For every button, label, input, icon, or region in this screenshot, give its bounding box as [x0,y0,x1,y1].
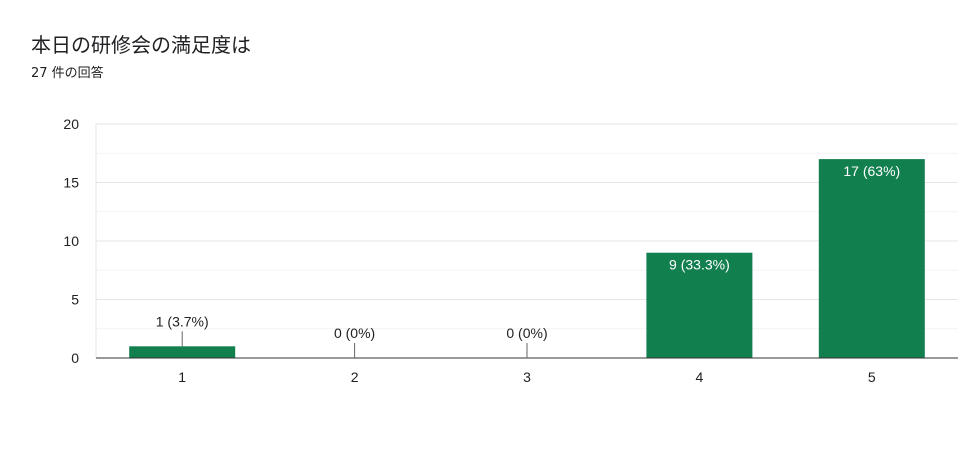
bars [129,159,925,358]
y-axis-tick-labels: 0 5 10 15 20 [63,116,79,366]
x-tick-label: 1 [178,369,186,385]
bar-1 [129,346,236,358]
grid-lines [95,123,958,358]
x-tick-label: 5 [868,369,876,385]
x-tick-label: 2 [351,369,359,385]
data-label: 1 (3.7%) [156,313,209,329]
data-label: 9 (33.3%) [669,257,730,273]
question-title: 本日の研修会の満足度は [31,33,251,57]
y-tick-label: 0 [71,350,79,366]
bar-5 [818,159,925,358]
data-label: 0 (0%) [506,325,547,341]
data-label: 17 (63%) [843,163,900,179]
y-tick-label: 5 [71,292,79,308]
y-tick-label: 20 [63,116,79,132]
bar-4 [646,252,753,358]
data-labels: 1 (3.7%) 0 (0%) 0 (0%) 9 (33.3%) 17 (63%) [156,163,900,358]
response-count: 27 件の回答 [31,66,104,81]
x-tick-label: 3 [523,369,531,385]
x-tick-label: 4 [696,369,704,385]
y-tick-label: 10 [63,233,79,249]
y-tick-label: 15 [63,175,79,191]
data-label: 0 (0%) [334,325,375,341]
x-axis-tick-labels: 1 2 3 4 5 [178,369,876,385]
